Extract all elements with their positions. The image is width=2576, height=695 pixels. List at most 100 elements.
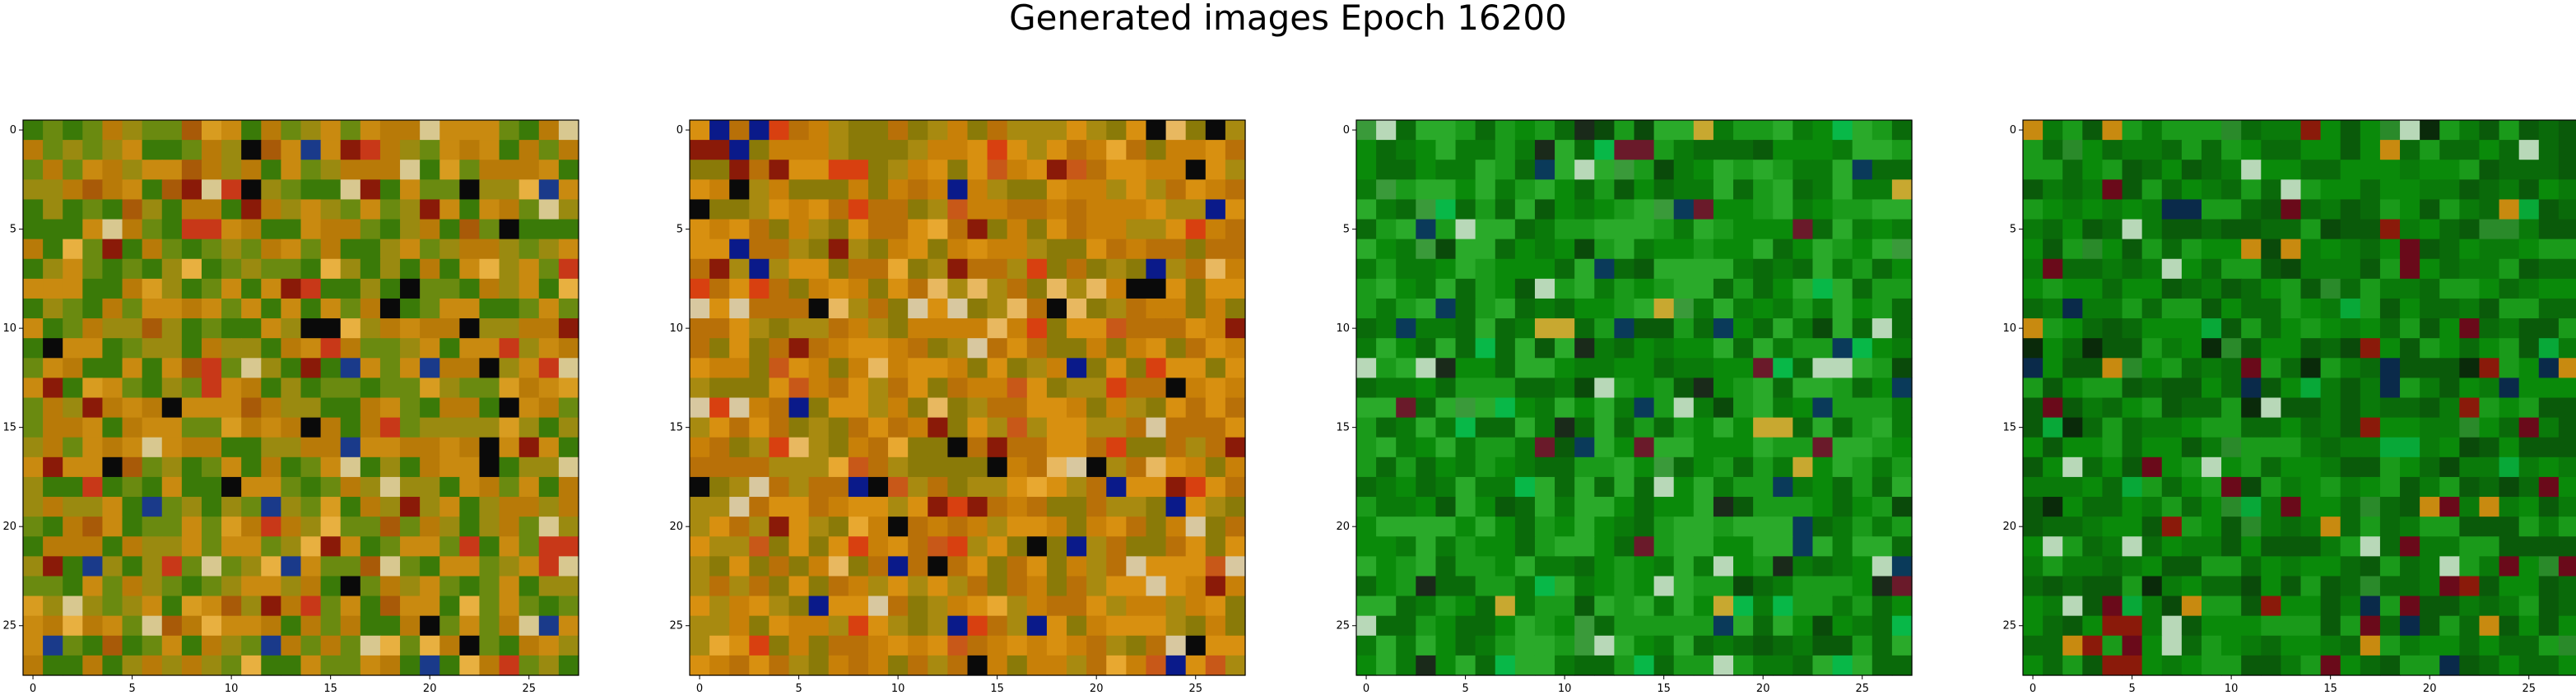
pixel-cell [1126,259,1146,280]
pixel-cell [1146,438,1166,458]
pixel-cell [459,616,480,637]
pixel-cell [2499,318,2520,339]
pixel-cell [1892,140,1913,160]
pixel-cell [2559,636,2576,656]
pixel-cell [928,179,948,200]
pixel-cell [1495,636,1516,656]
pixel-cell [221,398,242,419]
x-tick-label: 5 [2128,683,2135,695]
pixel-cell [43,179,63,200]
pixel-cell [1812,358,1833,378]
pixel-cell [82,556,103,577]
pixel-cell [809,576,830,596]
pixel-cell [2182,457,2202,478]
pixel-cell [281,497,301,517]
pixel-cell [2400,477,2420,498]
pixel-cell [2380,239,2401,260]
pixel-cell [82,160,103,180]
pixel-cell [241,616,262,637]
pixel-cell [829,418,849,438]
pixel-cell [202,418,222,438]
pixel-cell [82,576,103,596]
pixel-cell [709,199,730,220]
pixel-cell [1793,259,1813,280]
pixel-cell [2123,398,2143,419]
pixel-cell [2499,160,2520,180]
pixel-cell [2202,418,2222,438]
pixel-cell [2123,279,2143,299]
pixel-cell [2202,160,2222,180]
pixel-cell [2162,199,2183,220]
pixel-cell [1773,378,1793,398]
pixel-cell [2400,299,2420,319]
pixel-cell [439,616,460,637]
pixel-cell [142,199,163,220]
pixel-cell [1594,239,1615,260]
pixel-cell [2479,418,2499,438]
pixel-cell [988,556,1008,577]
pixel-cell [439,160,460,180]
pixel-cell [162,338,183,359]
pixel-cell [2420,457,2440,478]
pixel-cell [1376,656,1397,676]
pixel-cell [2400,120,2420,141]
y-tick-label: 0 [2010,124,2016,137]
pixel-cell [1535,477,1555,498]
pixel-cell [2459,338,2480,359]
pixel-cell [1535,338,1555,359]
pixel-cell [182,318,202,339]
pixel-cell [2400,318,2420,339]
pixel-cell [1476,338,1496,359]
pixel-cell [1027,279,1048,299]
pixel-cell [1206,457,1226,478]
pixel-cell [2360,636,2381,656]
pixel-cell [1146,220,1166,240]
pixel-cell [1713,299,1734,319]
pixel-cell [241,358,262,378]
pixel-cell [539,160,560,180]
pixel-cell [559,140,579,160]
pixel-cell [2182,418,2202,438]
pixel-cell [2102,279,2123,299]
pixel-cell [829,358,849,378]
pixel-cell [2400,636,2420,656]
pixel-cell [82,279,103,299]
pixel-cell [1086,616,1107,637]
pixel-cell [43,457,63,478]
pixel-cell [849,378,869,398]
pixel-cell [729,418,750,438]
pixel-cell [2341,239,2361,260]
pixel-cell [519,596,540,617]
pixel-cell [261,536,281,557]
pixel-cell [2241,220,2262,240]
pixel-cell [1106,418,1127,438]
pixel-cell [2261,179,2281,200]
pixel-cell [1435,517,1456,537]
pixel-cell [709,120,730,141]
pixel-cell [2043,378,2063,398]
pixel-cell [2162,536,2183,557]
pixel-cell [1555,556,1575,577]
pixel-cell [849,457,869,478]
pixel-cell [1435,358,1456,378]
pixel-cell [1047,576,1067,596]
pixel-cell [928,358,948,378]
pixel-cell [2241,239,2262,260]
pixel-cell [301,477,322,498]
pixel-cell [2559,536,2576,557]
pixel-cell [2341,120,2361,141]
pixel-cell [2142,299,2163,319]
pixel-cell [1614,140,1634,160]
pixel-cell [2321,576,2341,596]
pixel-cell [1853,378,1873,398]
pixel-cell [947,220,968,240]
pixel-cell [809,517,830,537]
pixel-cell [2281,378,2301,398]
pixel-cell [868,299,889,319]
pixel-cell [1027,220,1048,240]
pixel-cell [2241,140,2262,160]
pixel-cell [749,358,770,378]
pixel-cell [928,140,948,160]
pixel-cell [2023,199,2044,220]
pixel-cell [1773,239,1793,260]
